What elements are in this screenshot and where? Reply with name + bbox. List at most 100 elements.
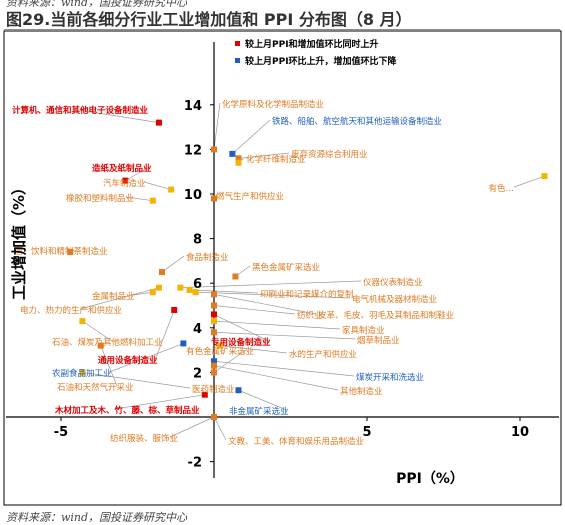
- data-point-31: [211, 369, 217, 376]
- leader-line-27: [213, 360, 355, 377]
- leader-line-19: [213, 294, 317, 315]
- data-point-30: [79, 369, 86, 376]
- plot-frame: [3, 30, 562, 506]
- data-point-18: [171, 306, 178, 313]
- data-label-4: 化学原料及化学制品制造业: [222, 99, 324, 110]
- legend-marker-0: [235, 41, 240, 46]
- data-point-0: [155, 119, 162, 126]
- y-tick-label-4: 8: [193, 233, 202, 248]
- data-label-13: 金属制品业: [92, 291, 135, 302]
- data-label-7: 化学纤维制造业: [246, 154, 306, 165]
- x-tick-label-2: 10: [511, 425, 529, 440]
- y-tick-label-3: 6: [193, 277, 202, 292]
- leader-line-1: [125, 166, 150, 181]
- data-label-12: 黑色金属矿采选业: [252, 262, 320, 273]
- data-label-16: 印刷业和记录媒介的复制: [260, 289, 354, 300]
- leader-line-18: [155, 309, 175, 360]
- data-label-19: 皮革、毛皮、羽毛及其制品和制鞋业: [318, 310, 454, 321]
- data-point-28: [97, 342, 104, 349]
- data-points: [67, 119, 548, 420]
- leader-line-5: [232, 119, 271, 155]
- leader-lines: [70, 102, 545, 441]
- data-label-8: 有色…: [488, 183, 514, 194]
- y-tick-label-7: 14: [184, 99, 202, 114]
- data-point-6: [235, 155, 242, 162]
- leader-line-6: [238, 152, 290, 159]
- data-point-22: [211, 318, 217, 325]
- data-point-33: [201, 391, 208, 398]
- leader-line-2: [143, 181, 172, 190]
- data-point-24: [79, 318, 86, 325]
- data-label-29: 其他制造业: [340, 386, 383, 397]
- data-label-23: 烟草制品业: [357, 335, 400, 346]
- data-point-15: [177, 284, 184, 291]
- data-point-9: [211, 195, 217, 202]
- leader-line-31: [213, 349, 247, 373]
- data-label-1: 造纸及纸制品业: [92, 163, 152, 174]
- leader-line-32: [238, 389, 287, 411]
- data-label-26: 农副食品加工业: [52, 368, 112, 379]
- data-point-17: [192, 289, 199, 296]
- data-point-4: [211, 146, 217, 153]
- data-label-21: 专用设备制造业: [211, 337, 271, 348]
- data-label-18: 通用设备制造业: [98, 355, 158, 366]
- y-tick-label-2: 4: [193, 322, 202, 337]
- leader-line-4: [213, 102, 221, 150]
- axes: -5 5 10 -2 2 4 6 8 10 12 14: [6, 42, 559, 478]
- leader-line-35: [213, 416, 227, 441]
- leader-line-29: [213, 365, 339, 391]
- leader-line-34: [169, 416, 215, 438]
- data-label-30: 医药制造业: [192, 384, 235, 395]
- data-point-11: [158, 269, 165, 276]
- data-label-25: 水的生产和供应业: [289, 349, 357, 360]
- x-tick-label-0: -5: [54, 425, 68, 440]
- data-label-32: 非金属矿采选业: [229, 406, 289, 417]
- data-label-22: 家具制造业: [342, 325, 385, 336]
- data-label-34: 纺织服装、服饰业: [110, 433, 178, 444]
- leader-line-16: [189, 289, 259, 294]
- data-label-11: 食品制造业: [186, 252, 229, 263]
- data-label-9: 燃气生产和供应业: [216, 191, 284, 202]
- leader-line-8: [513, 175, 545, 188]
- leader-line-20: [213, 305, 296, 315]
- data-label-0: 计算机、通信和其他电子设备制造业: [12, 105, 149, 116]
- data-point-20: [211, 302, 217, 309]
- data-point-23: [211, 329, 217, 336]
- data-point-35: [211, 414, 217, 420]
- data-label-35: 文教、工美、体育和娱乐用品制造业: [228, 436, 364, 447]
- leader-line-11: [161, 255, 185, 273]
- leader-line-15: [180, 280, 362, 289]
- data-label-5: 铁路、船舶、航空航天和其他运输设备制造业: [272, 116, 442, 127]
- leader-line-24: [82, 320, 113, 342]
- data-label-10: 酒、饮料和精制茶制造业: [14, 246, 108, 257]
- data-label-6: 废弃资源综合利用业: [291, 149, 368, 160]
- leader-line-3: [125, 196, 153, 202]
- leader-line-26: [109, 343, 184, 373]
- leader-line-0: [71, 108, 159, 123]
- data-label-33: 木材加工及木、竹、藤、棕、草制品业: [54, 405, 200, 416]
- data-point-2: [168, 186, 175, 193]
- data-label-3: 橡胶和塑料制品业: [66, 193, 134, 204]
- leader-line-17: [195, 291, 351, 299]
- data-label-20: 纺织业: [297, 310, 323, 321]
- leader-line-33: [114, 394, 205, 410]
- y-axis-label: 工业增加值（%）: [10, 180, 28, 300]
- leader-line-28: [100, 345, 118, 387]
- data-point-26: [180, 340, 187, 347]
- leader-line-23: [213, 331, 356, 340]
- x-axis-label: PPI（%）: [396, 471, 464, 487]
- data-label-27: 煤炭开采和洗选业: [356, 372, 424, 383]
- data-point-13: [149, 289, 156, 296]
- data-label-17: 电气机械及器材制造业: [352, 294, 437, 305]
- data-point-19: [211, 291, 217, 298]
- data-point-10: [67, 248, 74, 255]
- bottom-source-note: 资料来源：wind，国投证券研究中心: [6, 511, 188, 524]
- data-label-15: 仪器仪表制造业: [363, 277, 423, 288]
- data-label-24: 石油、煤炭及其他燃料加工业: [52, 337, 163, 348]
- data-point-5: [229, 150, 236, 157]
- data-point-21: [211, 311, 217, 318]
- data-point-25: [217, 342, 224, 349]
